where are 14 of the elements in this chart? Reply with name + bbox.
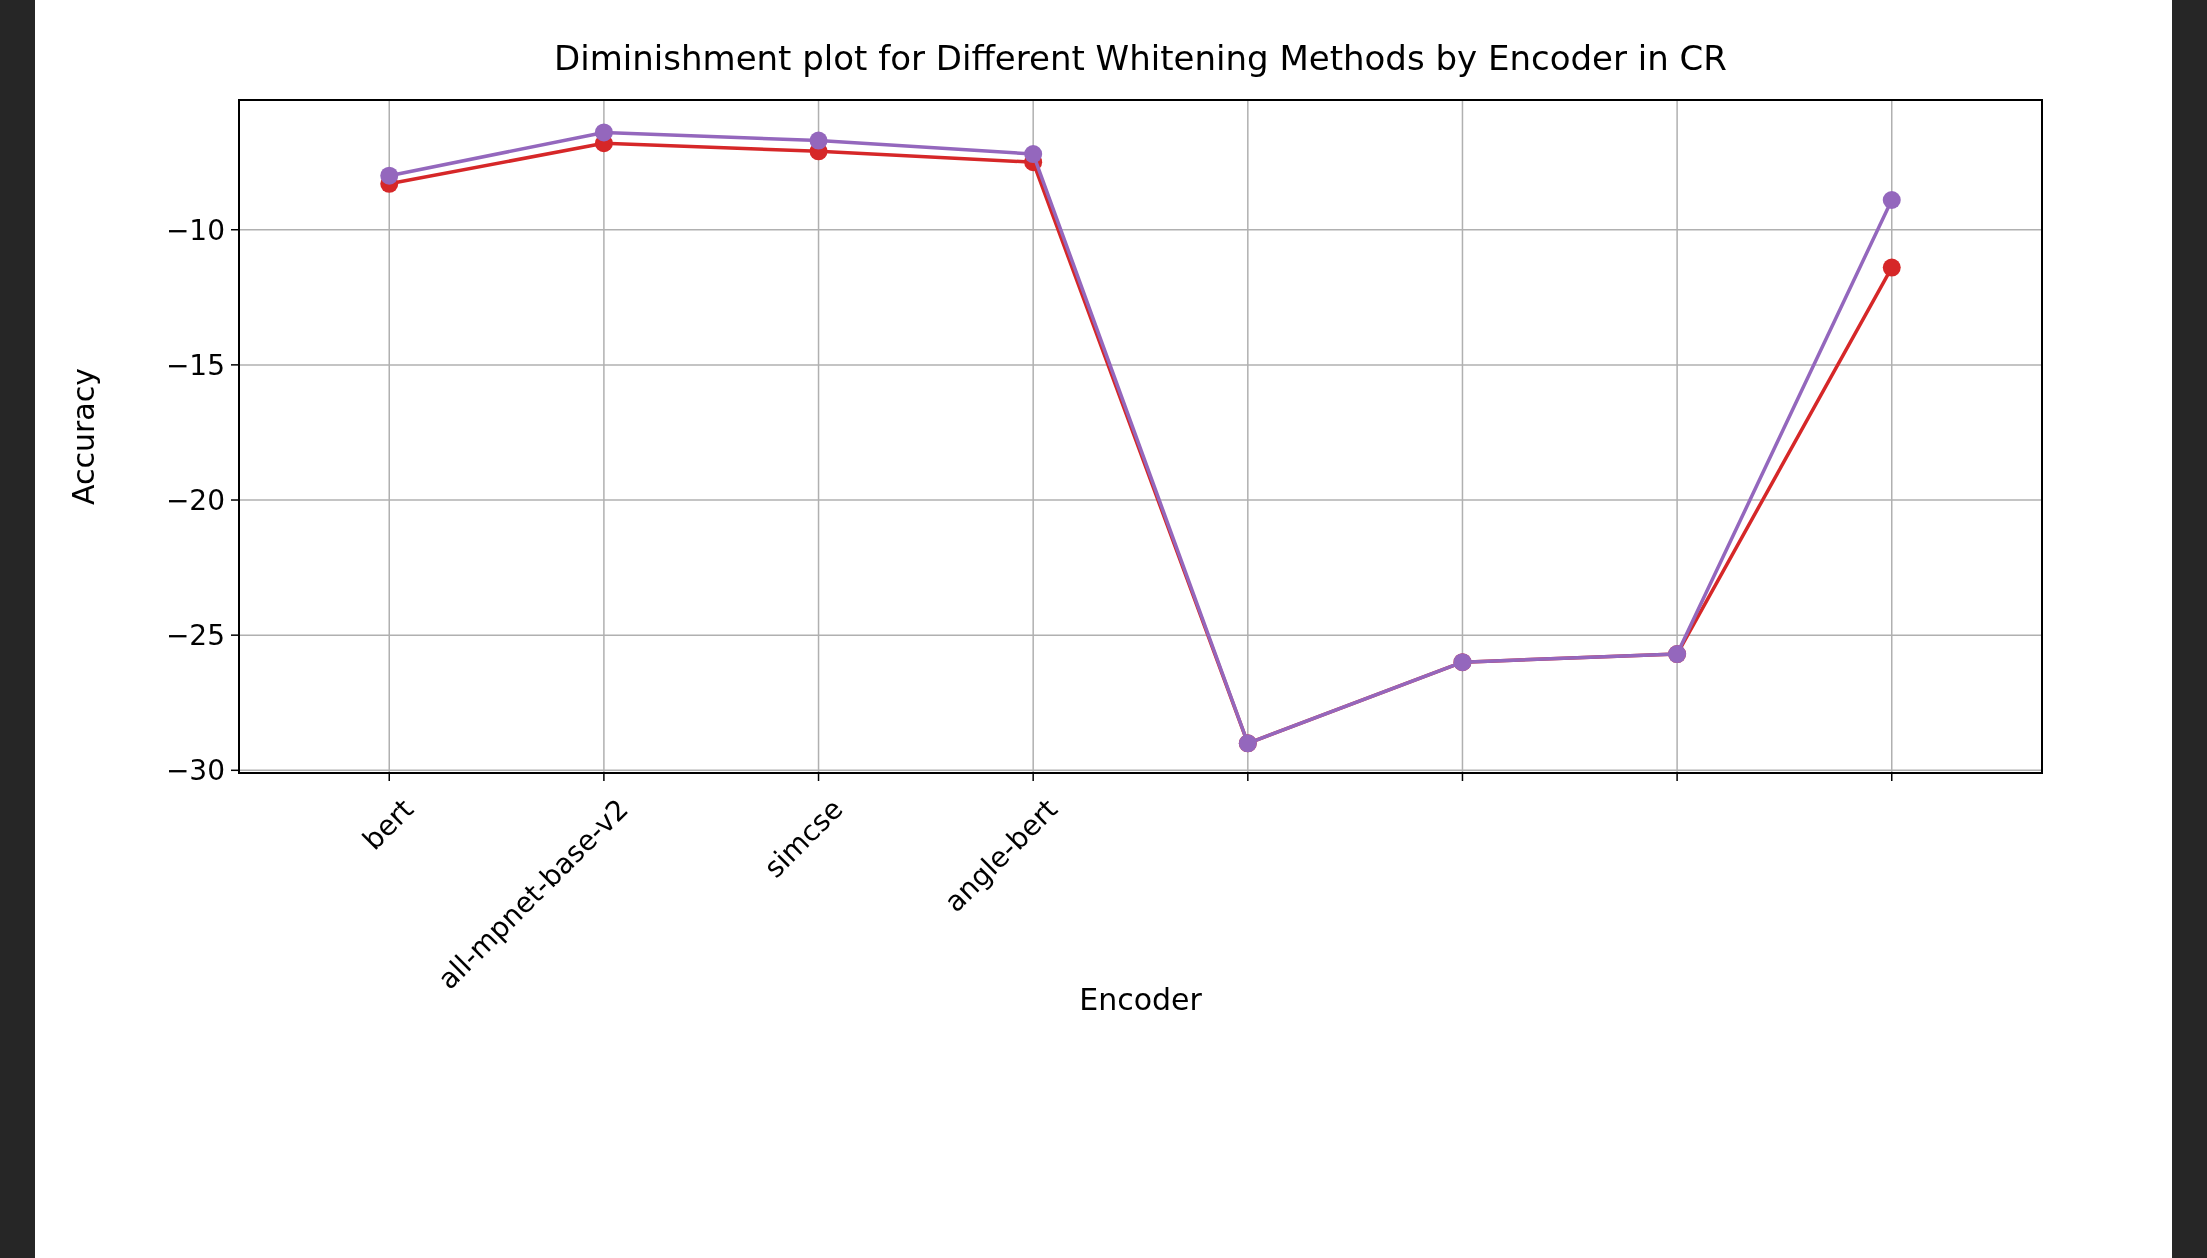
y-tick-label: −10 (165, 213, 225, 247)
y-axis-title: Accuracy (66, 368, 101, 505)
point (809, 131, 828, 150)
chart-title: Diminishment plot for Different Whitening Methods by Encoder in CR (554, 38, 1727, 78)
x-axis-title: Encoder (1079, 982, 1203, 1017)
point (594, 123, 613, 142)
point (1882, 191, 1901, 209)
y-tick-label: −25 (165, 618, 225, 652)
point (380, 166, 399, 185)
y-tick-label: −30 (165, 754, 225, 788)
point (1024, 145, 1043, 164)
point (1882, 258, 1901, 277)
y-tick-label: −15 (165, 348, 225, 382)
y-tick-label: −20 (165, 483, 225, 517)
